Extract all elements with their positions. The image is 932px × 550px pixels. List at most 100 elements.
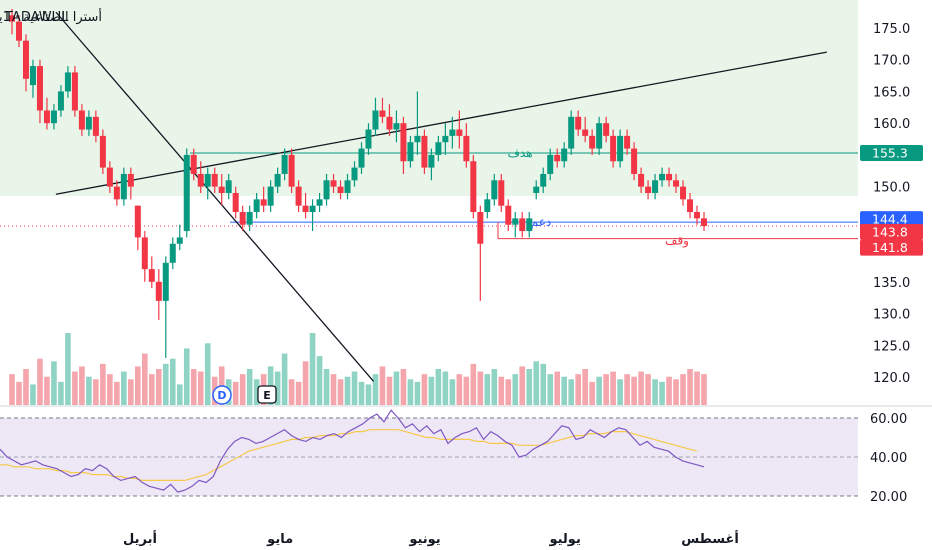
volume-bar xyxy=(316,356,323,405)
candle xyxy=(78,104,85,136)
candle xyxy=(652,173,659,200)
event-marker-D[interactable]: D xyxy=(212,385,232,405)
candle xyxy=(610,129,617,168)
volume-bar xyxy=(575,374,581,405)
candle xyxy=(568,110,575,155)
candle xyxy=(57,85,64,117)
candle xyxy=(99,129,106,174)
candle xyxy=(456,110,463,149)
time-tick-label: يوليو xyxy=(548,532,580,547)
candle xyxy=(484,192,491,219)
volume-bar xyxy=(701,374,707,405)
volume-bar xyxy=(72,371,78,405)
candle xyxy=(498,173,505,213)
chart-title: أسترا الصناعية · 1يوم · xyxy=(0,8,102,25)
time-tick-label: مايو xyxy=(266,532,293,547)
candle xyxy=(323,173,330,206)
candle xyxy=(694,205,701,225)
candle xyxy=(554,148,561,168)
volume-bar xyxy=(281,353,288,405)
volume-bar xyxy=(589,381,595,405)
volume-bar xyxy=(673,379,679,405)
candle xyxy=(337,180,344,200)
volume-bar xyxy=(30,384,36,405)
volume-bar xyxy=(631,376,637,405)
volume-bar xyxy=(155,369,162,405)
time-tick-label: أبريل xyxy=(123,530,157,547)
volume-bar xyxy=(100,363,106,405)
candle xyxy=(85,110,92,136)
volume-bar xyxy=(491,369,498,405)
volume-bar xyxy=(358,381,365,405)
volume-bar xyxy=(561,376,568,405)
svg-text:143.8: 143.8 xyxy=(872,224,908,239)
volume-bar xyxy=(638,371,644,405)
candle xyxy=(50,104,57,130)
candle xyxy=(687,192,694,219)
candle xyxy=(113,180,120,206)
volume-bar xyxy=(274,371,281,405)
volume-bar xyxy=(16,381,22,405)
candle xyxy=(379,97,386,124)
volume-bar xyxy=(162,363,169,405)
candle xyxy=(421,129,428,174)
candle xyxy=(540,167,547,193)
time-tick-label: أغسطس xyxy=(681,530,739,547)
volume-bar xyxy=(505,379,512,405)
volume-bar xyxy=(463,376,470,405)
candle xyxy=(204,167,211,200)
price-tick-label: 175.0 xyxy=(873,22,910,37)
candle xyxy=(260,186,267,213)
candle xyxy=(575,110,582,136)
volume-bar xyxy=(652,379,658,405)
svg-text:E: E xyxy=(263,389,271,402)
candle xyxy=(29,59,36,98)
candle xyxy=(470,154,477,219)
volume-bar xyxy=(568,379,574,405)
volume-bar xyxy=(239,374,246,405)
candle xyxy=(211,167,218,193)
volume-bar xyxy=(86,376,92,405)
candle xyxy=(274,167,281,193)
candle xyxy=(393,110,400,143)
price-badge: 143.8 xyxy=(860,223,923,240)
volume-bar xyxy=(253,379,260,405)
volume-bar xyxy=(519,366,526,405)
volume-bar xyxy=(344,376,351,405)
candle xyxy=(43,97,50,130)
candle xyxy=(330,173,337,193)
candle xyxy=(15,15,22,48)
candle xyxy=(617,129,624,168)
event-marker-E[interactable]: E xyxy=(257,385,277,404)
volume-bar xyxy=(386,376,393,405)
candle xyxy=(176,224,183,251)
rsi-tick-label: 60.00 xyxy=(870,412,907,427)
volume-bar xyxy=(204,343,211,405)
stop-level-label: وقف xyxy=(665,234,689,249)
volume-bar xyxy=(533,361,540,405)
volume-bar xyxy=(498,376,505,405)
falling-trendline xyxy=(55,11,375,382)
candle xyxy=(22,34,29,92)
candle xyxy=(526,212,533,238)
volume-bar xyxy=(610,371,616,405)
candle xyxy=(561,142,568,168)
candle xyxy=(477,205,484,301)
support-level-label: دعم xyxy=(531,215,552,229)
candle xyxy=(316,192,323,213)
volume-bar xyxy=(323,369,330,405)
candle xyxy=(512,212,519,238)
volume-bar xyxy=(617,379,623,405)
price-tick-label: 150.0 xyxy=(873,181,910,196)
price-tick-label: 165.0 xyxy=(873,85,910,100)
price-badge: 144.4 xyxy=(860,211,923,228)
volume-bar xyxy=(666,376,672,405)
volume-bar xyxy=(114,381,120,405)
rsi-ma-line xyxy=(0,429,698,481)
volume-bar xyxy=(624,374,630,405)
price-tick-label: 170.0 xyxy=(873,54,910,69)
candle xyxy=(281,148,288,181)
